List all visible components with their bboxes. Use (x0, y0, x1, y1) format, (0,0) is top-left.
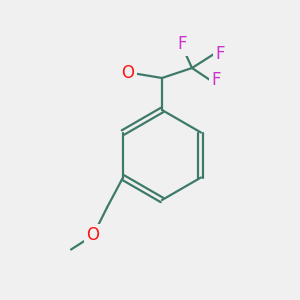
Text: F: F (177, 35, 187, 53)
Text: F: F (211, 71, 221, 89)
Text: O: O (86, 226, 100, 244)
Text: F: F (215, 45, 225, 63)
Text: H: H (118, 66, 128, 80)
Text: O: O (121, 64, 134, 82)
